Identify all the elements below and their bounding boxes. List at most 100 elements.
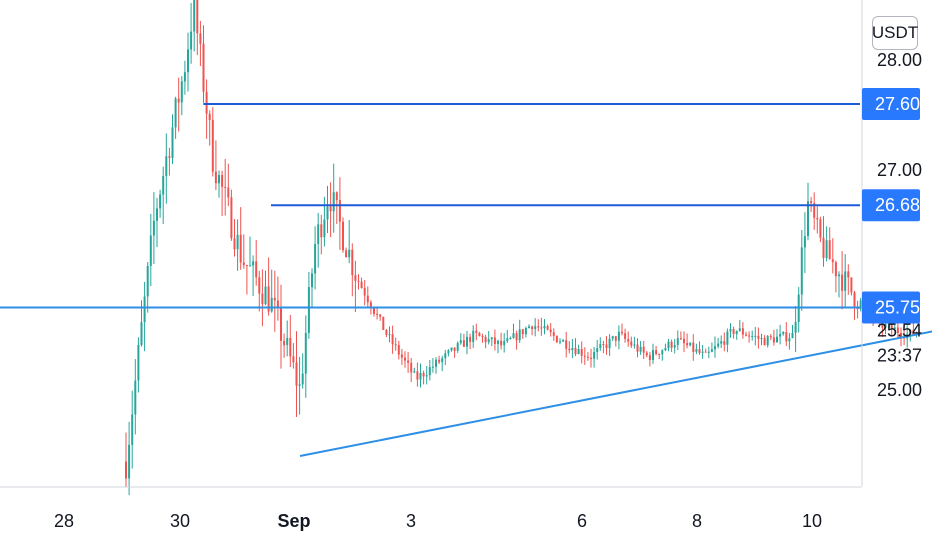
candle [174,96,177,139]
candle-body [230,197,233,239]
candle-body [320,224,323,238]
candle-body [469,336,472,342]
candle-body [605,344,608,349]
candle-body [487,339,490,343]
candle-body [456,343,459,351]
candle-body [831,259,834,263]
candle-body [400,354,403,358]
candle [276,276,279,321]
candle-body [311,273,313,288]
price-level-tag-label: 27.60 [875,94,920,114]
time-axis[interactable]: 28 30 Sep 3 6 8 10 [54,511,822,531]
candle [289,314,292,367]
candle [462,333,465,347]
price-level-tag: 26.68 [862,189,920,222]
candle [168,147,171,176]
candle-body [701,351,704,353]
candle [366,286,369,308]
candle-body [900,333,902,337]
candle-body [521,329,524,335]
candle-body [478,332,481,336]
candle-body [807,201,809,237]
candle [512,323,515,339]
candle [633,336,636,349]
candle [373,307,375,317]
candle-body [884,323,887,328]
candle [497,339,499,354]
candle-body [422,373,425,377]
candle-body [335,192,338,201]
candle [590,348,592,368]
candle [841,251,844,310]
candle-body [168,156,171,158]
candle [413,367,416,374]
candle-body [574,348,577,354]
candles-layer [125,0,918,496]
candle-body [661,350,664,355]
candle-body [292,356,295,363]
candle [766,335,769,348]
candle-body [497,340,499,344]
candle-body [791,332,794,339]
currency-selector-button[interactable]: USDT [872,16,918,50]
candle [357,274,360,290]
candle-body [171,127,174,158]
candle-body [410,362,413,373]
candle [819,216,822,243]
candle [552,328,555,341]
candle [738,319,741,332]
candle-body [540,327,543,329]
candle [776,329,778,343]
candle [264,270,267,306]
candle-body [354,275,357,281]
candle-body [202,43,205,92]
candle-body [583,355,586,357]
candle-body [283,340,286,346]
candle [438,355,441,365]
candle-body [236,234,239,250]
candle [249,236,251,267]
candle [624,328,627,343]
price-level-tag-bg [862,88,920,120]
candle-body [149,235,152,266]
candle [772,329,775,346]
candle [621,323,623,336]
candle [546,324,549,331]
candle-body [506,338,509,342]
candle-body [249,265,251,267]
candle-body [816,217,819,220]
candle [394,337,397,351]
candle [177,77,180,132]
candle-body [847,271,850,278]
candle [211,107,214,177]
candle [714,336,716,358]
candle [655,346,658,356]
candle-body [193,0,196,32]
candle-body [853,292,856,307]
candle [456,341,459,353]
candle [335,191,338,225]
price-level-tag-bg [862,291,920,324]
candle-body [617,331,620,341]
candle [788,332,791,350]
candle-body [174,98,177,128]
candle [239,207,242,270]
candle [283,333,286,358]
candle [602,340,605,354]
candle [503,333,506,353]
candle-body [850,277,853,293]
candle [549,323,552,337]
candle-body [391,334,394,345]
candle-body [760,338,763,339]
candle-body [537,326,540,328]
price-level-tag-bg [862,189,920,222]
candle [555,335,558,343]
candle-body [803,236,806,248]
candle-body [394,344,397,346]
candle [673,339,676,354]
price-axis[interactable]: 28.00 27.00 25.54 25.00 23:37 27.60 26.68 25.75 [862,50,922,400]
candle [196,0,199,56]
candle-body [146,265,149,297]
candle [617,325,620,350]
